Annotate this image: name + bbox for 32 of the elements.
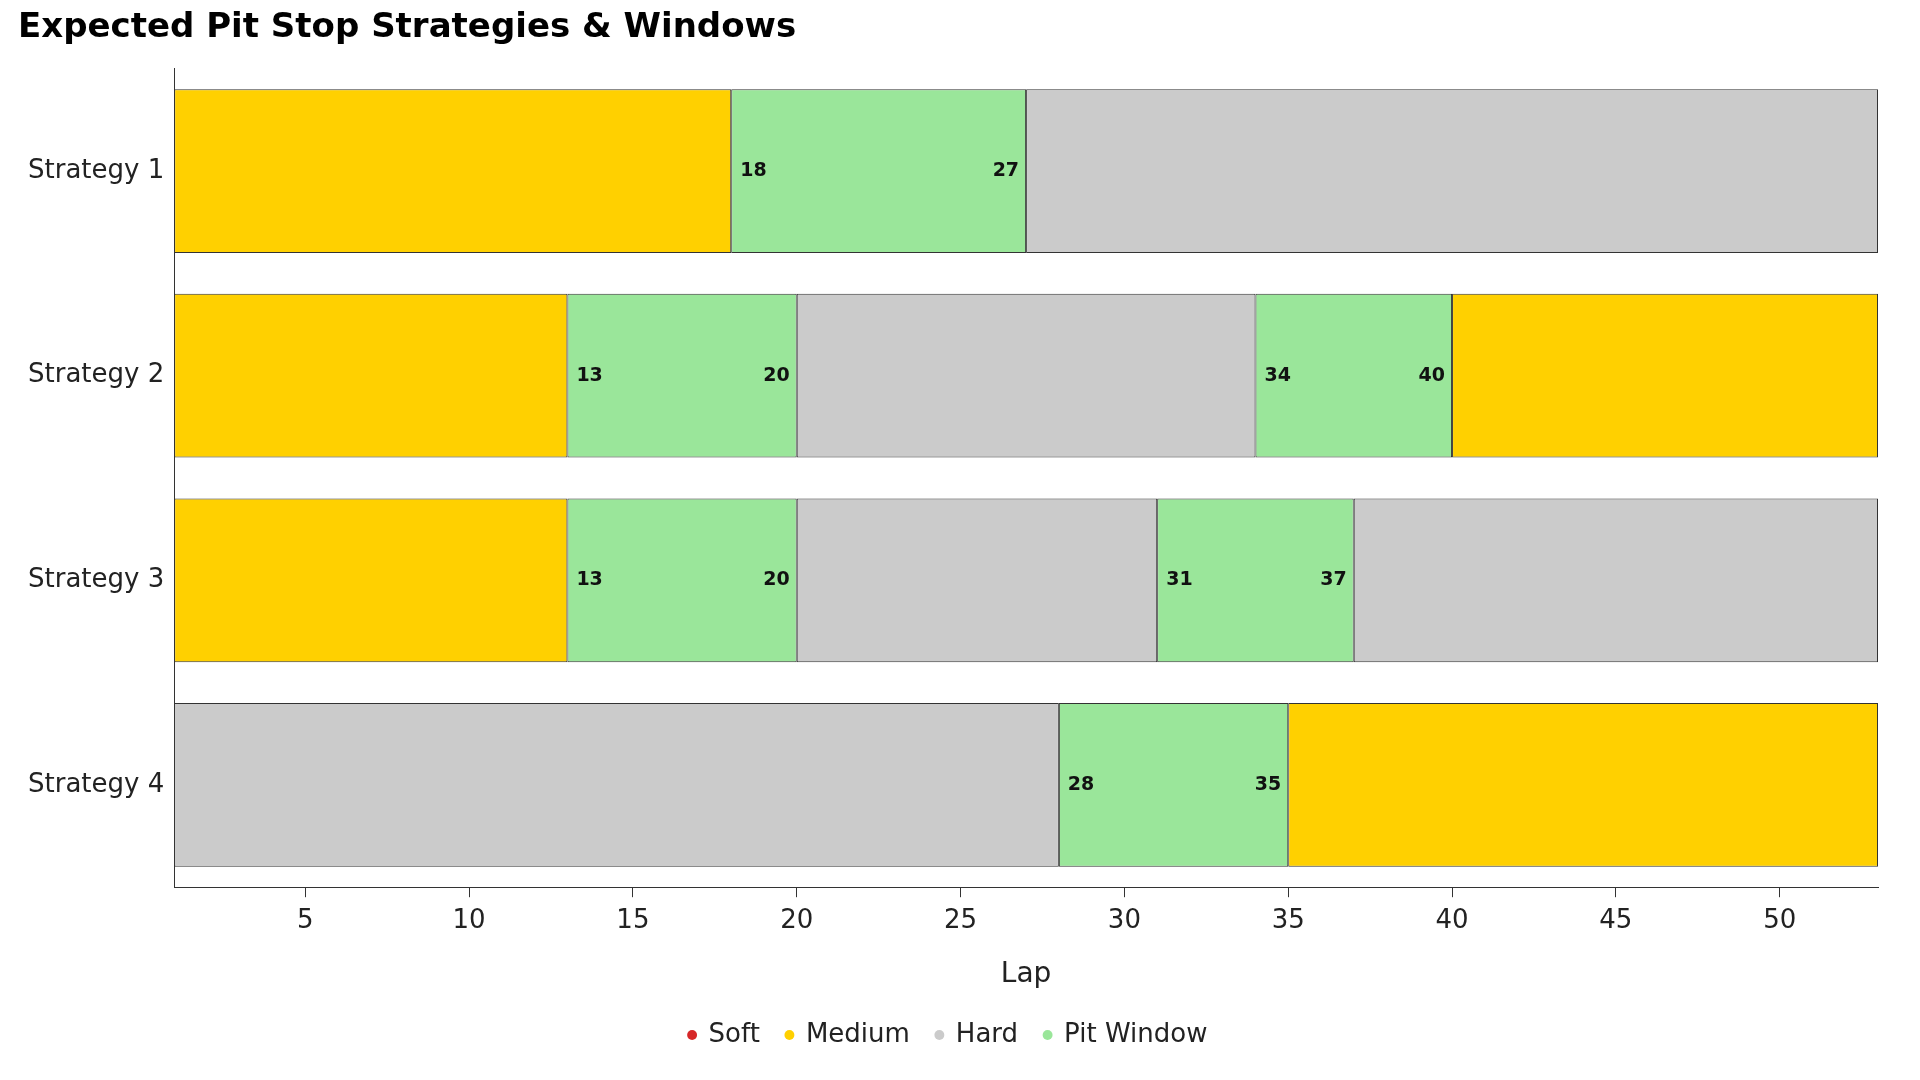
annotation: 34 bbox=[1264, 362, 1291, 385]
annotation: 13 bbox=[576, 362, 603, 385]
x-tick-label: 45 bbox=[1599, 903, 1633, 934]
x-tick-label: 40 bbox=[1435, 903, 1469, 934]
x-axis-title: Lap bbox=[1000, 956, 1052, 990]
legend-label: Soft bbox=[708, 1017, 760, 1048]
annotation: 37 bbox=[1320, 567, 1347, 590]
x-tick-label: 50 bbox=[1763, 903, 1797, 934]
x-tick-label: 15 bbox=[616, 903, 650, 934]
annotation: 27 bbox=[992, 158, 1020, 181]
annotation: 40 bbox=[1418, 362, 1446, 385]
annotation: 28 bbox=[1067, 771, 1095, 794]
x-tick-label: 35 bbox=[1271, 903, 1305, 934]
x-tick-label: 25 bbox=[944, 903, 978, 934]
x-tick-label: 5 bbox=[297, 903, 314, 934]
chart-title: Expected Pit Stop Strategies & Windows bbox=[18, 5, 797, 46]
x-tick-label: 20 bbox=[780, 903, 814, 934]
x-tick-label: 30 bbox=[1107, 903, 1141, 934]
x-tick-label: 10 bbox=[452, 903, 486, 934]
annotation: 20 bbox=[763, 567, 790, 590]
annotation: 20 bbox=[763, 362, 790, 385]
y-tick-label: Strategy 3 bbox=[27, 563, 165, 594]
annotation: 13 bbox=[576, 567, 603, 590]
legend-label: Medium bbox=[805, 1017, 910, 1048]
y-tick-label: Strategy 2 bbox=[27, 358, 165, 389]
annotation: 18 bbox=[740, 158, 767, 181]
legend-label: Hard bbox=[955, 1017, 1019, 1048]
legend-label: Pit Window bbox=[1064, 1017, 1208, 1048]
y-tick-label: Strategy 4 bbox=[27, 767, 165, 798]
annotation: 35 bbox=[1254, 771, 1282, 794]
annotation: 31 bbox=[1166, 567, 1193, 590]
y-tick-label: Strategy 1 bbox=[27, 153, 165, 184]
